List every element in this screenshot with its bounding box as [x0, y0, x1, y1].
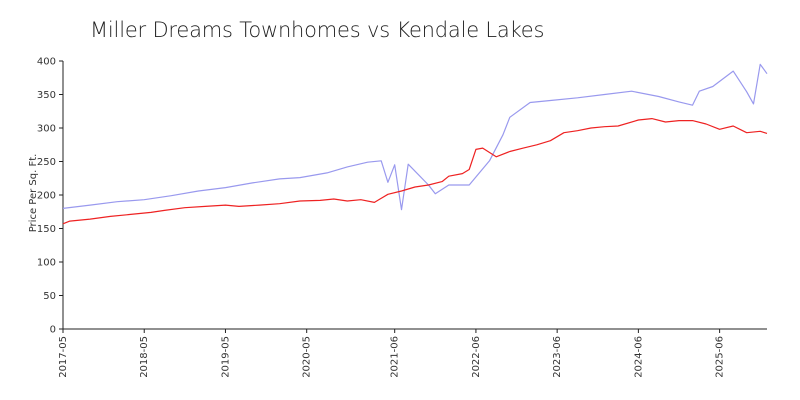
chart-title: Miller Dreams Townhomes vs Kendale Lakes — [90, 18, 545, 42]
axes: 0 50 100 150 200 250 300 350 400 2017-05 2018-05 20… — [28, 57, 767, 378]
x-tick-label: 2017-05 — [58, 336, 69, 378]
y-tick-label: 150 — [37, 224, 56, 235]
y-tick-label: 400 — [37, 57, 56, 68]
y-tick-label: 350 — [37, 90, 56, 101]
y-tick-label: 50 — [43, 291, 56, 302]
series-line-2 — [62, 117, 768, 225]
y-tick-label: 200 — [37, 191, 56, 202]
y-tick-label: 100 — [37, 258, 56, 269]
x-tick-label: 2019-05 — [220, 336, 231, 378]
series-line-1 — [62, 63, 768, 211]
x-tick-label: 2023-06 — [552, 336, 563, 378]
x-tick-label: 2021-06 — [390, 336, 401, 378]
series-layer — [62, 63, 768, 225]
y-tick-label: 250 — [37, 157, 56, 168]
y-tick-label: 0 — [50, 325, 56, 336]
x-tick-label: 2024-06 — [633, 336, 644, 378]
y-tick-label: 300 — [37, 124, 56, 135]
x-tick-label: 2025-06 — [715, 336, 726, 378]
x-tick-label: 2022-06 — [471, 336, 482, 378]
x-tick-label: 2020-05 — [302, 336, 313, 378]
x-tick-label: 2018-05 — [139, 336, 150, 378]
y-axis-label: Price Per Sq. Ft. — [28, 154, 39, 233]
